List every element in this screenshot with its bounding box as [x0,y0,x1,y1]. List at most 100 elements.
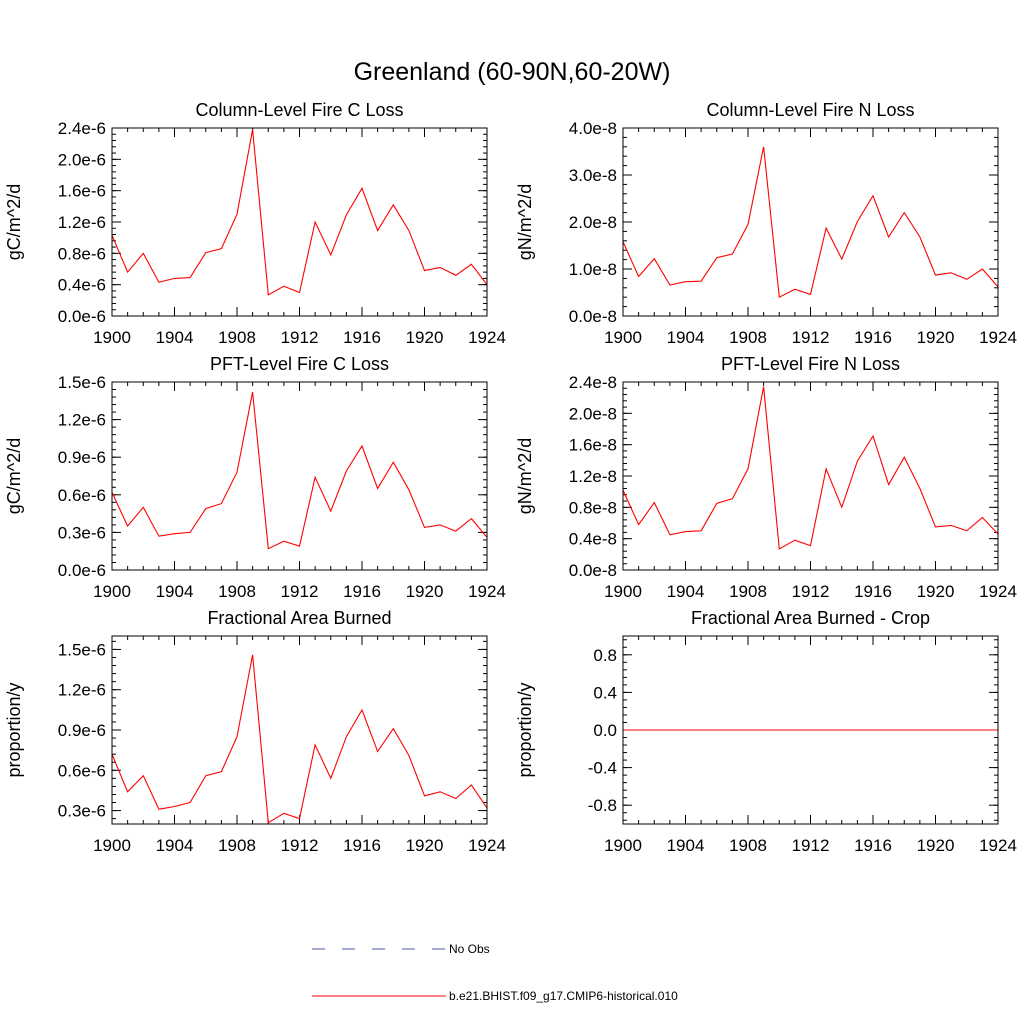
y-tick-label: 1.6e-8 [569,436,617,455]
plot-frame [622,381,999,571]
chart-panel-6: Fractional Area Burned - Crop proportion/… [515,608,1017,855]
plot-frame [622,635,999,825]
x-tick-label: 1912 [281,836,319,855]
x-tick-label: 1900 [604,836,642,855]
x-tick-label: 1916 [854,582,892,601]
x-tick-label: 1924 [468,328,506,347]
y-tick-label: 0.9e-6 [58,448,106,467]
y-tick-label: 2.4e-6 [58,119,106,138]
y-tick-label: 0.8e-6 [58,244,106,263]
y-tick-label: 0.4e-8 [569,530,617,549]
x-tick-label: 1904 [156,582,194,601]
y-tick-label: -0.4 [588,759,617,778]
x-tick-label: 1904 [667,836,705,855]
y-tick-label: 0.0e-8 [569,307,617,326]
plot-frame [111,635,488,825]
x-tick-label: 1908 [218,836,256,855]
y-tick-label: 1.5e-6 [58,640,106,659]
x-tick-label: 1900 [604,582,642,601]
x-tick-label: 1920 [406,836,444,855]
x-tick-label: 1900 [93,328,131,347]
series-line [622,146,999,299]
x-tick-label: 1920 [917,328,955,347]
y-tick-label: 4.0e-8 [569,119,617,138]
y-tick-label: 2.0e-8 [569,404,617,423]
y-tick-label: 0.8 [593,646,617,665]
x-tick-label: 1908 [729,582,767,601]
x-tick-label: 1920 [406,582,444,601]
y-tick-label: 2.0e-6 [58,150,106,169]
y-tick-label: 0.0e-6 [58,561,106,580]
x-tick-label: 1924 [979,328,1017,347]
y-tick-label: 0.6e-6 [58,761,106,780]
chart-panel-2: Column-Level Fire N Loss gN/m^2/d 1900 1904… [515,100,1017,347]
x-tick-label: 1916 [343,582,381,601]
x-tick-label: 1908 [218,328,256,347]
y-tick-label: 2.0e-8 [569,213,617,232]
y-tick-label: 0.9e-6 [58,721,106,740]
y-tick-label: 0.3e-6 [58,802,106,821]
legend-entry-2: b.e21.BHIST.f09_g17.CMIP6-historical.010 [312,989,678,1003]
x-tick-label: 1924 [979,582,1017,601]
y-axis-label: gN/m^2/d [515,438,535,514]
series-line [622,386,999,550]
panel-title: PFT-Level Fire N Loss [721,354,900,374]
y-axis-label: gN/m^2/d [515,184,535,260]
figure-title: Greenland (60-90N,60-20W) [354,58,671,86]
panels: Column-Level Fire C Loss gC/m^2/d 1900 1904… [4,100,1017,855]
x-tick-label: 1920 [917,836,955,855]
y-axis-label: proportion/y [4,682,24,777]
series-line [111,654,488,824]
x-tick-label: 1904 [667,328,705,347]
plot-frame [111,381,488,571]
y-axis-label: proportion/y [515,682,535,777]
y-tick-label: 3.0e-8 [569,166,617,185]
y-tick-label: 0.0e-6 [58,307,106,326]
chart-panel-5: Fractional Area Burned proportion/y 1900 19… [4,608,506,855]
y-tick-label: 1.2e-6 [58,411,106,430]
x-tick-label: 1924 [468,836,506,855]
panel-title: Column-Level Fire C Loss [195,100,403,120]
y-tick-label: 1.5e-6 [58,373,106,392]
x-tick-label: 1912 [792,582,830,601]
x-tick-label: 1904 [156,836,194,855]
y-tick-label: 2.4e-8 [569,373,617,392]
y-tick-label: 0.0e-8 [569,561,617,580]
y-tick-label: -0.8 [588,796,617,815]
y-axis-label: gC/m^2/d [4,438,24,514]
y-tick-label: 1.2e-6 [58,213,106,232]
x-tick-label: 1912 [792,836,830,855]
y-tick-label: 0.4 [593,683,617,702]
x-tick-label: 1908 [729,328,767,347]
x-tick-label: 1900 [93,836,131,855]
x-tick-label: 1916 [343,836,381,855]
x-tick-label: 1904 [156,328,194,347]
x-tick-label: 1920 [917,582,955,601]
legend: No Obs b.e21.BHIST.f09_g17.CMIP6-historic… [312,942,678,1003]
y-tick-label: 1.2e-8 [569,467,617,486]
legend-label: b.e21.BHIST.f09_g17.CMIP6-historical.010 [449,989,678,1003]
legend-entry-1: No Obs [312,942,490,956]
chart-panel-3: PFT-Level Fire C Loss gC/m^2/d 1900 1904 190… [4,354,506,601]
x-tick-label: 1924 [468,582,506,601]
x-tick-label: 1920 [406,328,444,347]
x-tick-label: 1916 [854,836,892,855]
y-axis-label: gC/m^2/d [4,184,24,260]
panel-title: Fractional Area Burned - Crop [691,608,930,628]
legend-label: No Obs [449,942,490,956]
y-tick-label: 0.0 [593,721,617,740]
x-tick-label: 1908 [729,836,767,855]
y-tick-label: 0.6e-6 [58,486,106,505]
x-tick-label: 1908 [218,582,256,601]
series-line [111,391,488,550]
y-tick-label: 0.4e-6 [58,276,106,295]
plot-frame [111,127,488,317]
y-tick-label: 1.0e-8 [569,260,617,279]
x-tick-label: 1916 [343,328,381,347]
series-line [111,129,488,296]
y-tick-label: 0.8e-8 [569,498,617,517]
x-tick-label: 1904 [667,582,705,601]
x-tick-label: 1900 [604,328,642,347]
x-tick-label: 1912 [281,582,319,601]
